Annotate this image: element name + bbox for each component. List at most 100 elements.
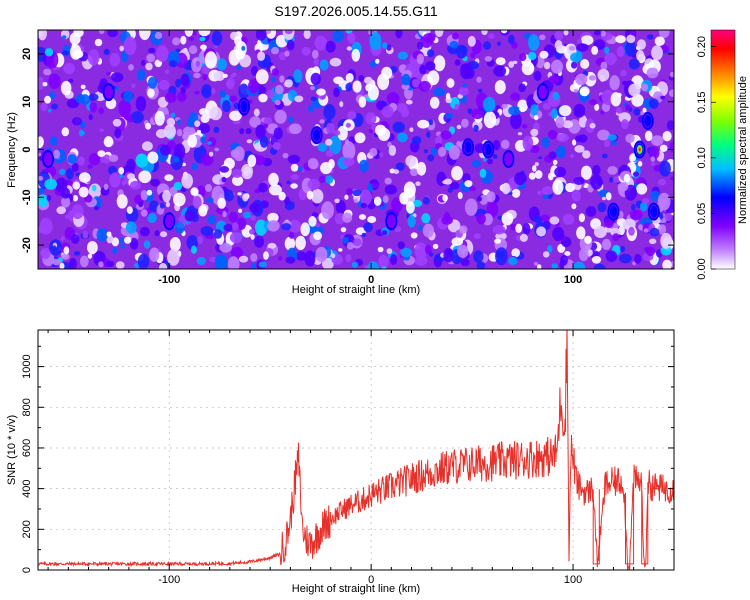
heatmap-cell [473, 250, 484, 263]
heatmap-cell [60, 236, 65, 241]
heatmap-cell [126, 206, 133, 215]
heatmap-cell [421, 213, 431, 224]
heatmap-cell [118, 237, 125, 244]
heatmap-cell [103, 48, 110, 56]
heatmap-cell [162, 189, 171, 203]
heatmap-cell [107, 30, 118, 38]
heatmap-cell [423, 196, 430, 205]
heatmap-cell [241, 163, 253, 180]
heatmap-cell [199, 108, 209, 116]
heatmap-cell [116, 194, 128, 209]
heatmap-cell [88, 114, 93, 121]
heatmap-cell [284, 30, 293, 35]
heatmap-cell [38, 76, 45, 90]
heatmap-cell [145, 122, 152, 130]
heatmap-cell [467, 35, 476, 47]
heatmap-cell [582, 150, 591, 159]
heatmap-cell [411, 136, 422, 145]
heatmap-cell [464, 67, 475, 79]
heatmap-cell [494, 238, 502, 244]
heatmap-cell [432, 243, 439, 249]
heatmap-cell [562, 213, 575, 225]
heatmap-cell [312, 49, 319, 60]
heatmap-cell [647, 34, 654, 40]
snr-y-ticks: 0 200 400 600 800 1000 [21, 345, 674, 573]
snr-x-tick-label: 0 [368, 574, 374, 586]
heatmap-cell [281, 223, 292, 231]
heatmap-cell [188, 45, 198, 55]
heatmap-cell [501, 103, 508, 109]
heatmap-cell [375, 58, 380, 64]
heatmap-cell [321, 201, 334, 220]
heatmap-cell [500, 139, 510, 149]
heatmap-cell [335, 199, 346, 215]
heatmap-cell [103, 136, 114, 148]
heatmap-cell [295, 235, 306, 251]
heatmap-cell [556, 133, 569, 143]
heatmap-cell [236, 64, 242, 70]
heatmap-cell [88, 153, 101, 166]
heatmap-cell [227, 256, 240, 269]
heatmap-cell [616, 46, 625, 57]
heatmap-cell [511, 188, 521, 198]
heatmap-cell [519, 233, 528, 242]
heatmap-cell [456, 141, 462, 147]
heatmap-cell [609, 75, 620, 91]
heatmap-cell [358, 96, 367, 108]
heatmap-cell [259, 136, 269, 148]
heatmap-cell [481, 30, 488, 36]
heatmap-cell [271, 68, 279, 76]
heatmap-cell [334, 212, 345, 225]
heatmap-cell [579, 88, 589, 97]
heatmap-cell [333, 87, 340, 98]
heatmap-cell [217, 197, 227, 209]
heatmap-cell [460, 258, 470, 267]
heatmap-x-tick-label: 0 [368, 274, 374, 286]
heatmap-cell [313, 231, 322, 240]
heatmap-cell [510, 92, 521, 101]
heatmap-cell [108, 154, 119, 162]
heatmap-cell [370, 60, 377, 68]
heatmap-cell [200, 114, 210, 123]
heatmap-cell [325, 40, 336, 53]
heatmap-cell [345, 122, 351, 128]
heatmap-cell [155, 45, 169, 62]
heatmap-cell [401, 83, 410, 90]
heatmap-cell [73, 251, 81, 256]
colorbar-tick-label: 0.20 [696, 36, 708, 57]
heatmap-cell [433, 87, 446, 97]
heatmap-cell [61, 196, 71, 208]
heatmap-cell [43, 68, 52, 76]
heatmap-cell [134, 262, 140, 268]
heatmap-cell [180, 35, 187, 45]
heatmap-cell [148, 76, 158, 89]
heatmap-cell [492, 225, 506, 235]
heatmap-cell [601, 196, 606, 201]
heatmap-cell [597, 202, 607, 213]
heatmap-cell [451, 237, 464, 246]
heatmap-cell [147, 151, 159, 164]
heatmap-cell [609, 176, 614, 183]
heatmap-cell [233, 102, 240, 110]
heatmap-cell [392, 121, 405, 133]
heatmap-cell [363, 222, 373, 233]
heatmap-cell [59, 262, 65, 269]
heatmap-cell [623, 173, 631, 183]
heatmap-cell [319, 59, 329, 71]
heatmap-cell [658, 224, 667, 235]
heatmap-cell [119, 45, 124, 52]
heatmap-cell [266, 89, 275, 99]
heatmap-cell [668, 89, 674, 98]
heatmap-cell [604, 140, 610, 147]
heatmap-cell [476, 261, 486, 269]
heatmap-cell [443, 247, 454, 263]
heatmap-cell [592, 164, 601, 176]
heatmap-cell [290, 174, 299, 180]
heatmap-cell [155, 129, 167, 139]
heatmap-cell [254, 235, 265, 248]
heatmap-cell [469, 186, 476, 192]
heatmap-cell [610, 92, 622, 107]
heatmap-cell [375, 124, 387, 136]
heatmap-cell [367, 216, 377, 223]
heatmap-cell [597, 68, 610, 82]
